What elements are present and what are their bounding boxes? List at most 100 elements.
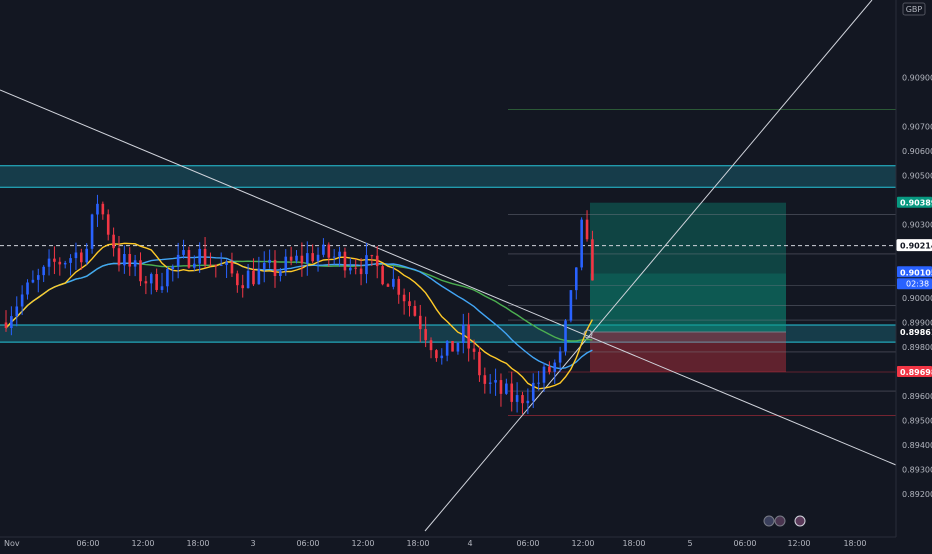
price-label-badge bbox=[897, 196, 932, 208]
price-tick-label: 0.89300 bbox=[902, 466, 932, 475]
candle-body bbox=[397, 278, 401, 295]
candle bbox=[381, 264, 384, 286]
candle-body bbox=[375, 255, 379, 267]
avatar-icon[interactable] bbox=[794, 515, 806, 527]
candle-body bbox=[10, 316, 13, 329]
price-label-badge bbox=[897, 266, 932, 278]
candle bbox=[214, 264, 218, 278]
candle bbox=[182, 239, 185, 259]
candle-body bbox=[128, 253, 132, 267]
candle bbox=[494, 368, 497, 396]
candle-body bbox=[209, 264, 212, 266]
price-axis[interactable]: GBP 0.89200 0.89300 0.89400 0.89500 0.89600 0.… bbox=[895, 0, 932, 537]
candle bbox=[375, 245, 379, 279]
candle bbox=[262, 251, 266, 283]
candle-body bbox=[279, 271, 282, 276]
candle-body bbox=[424, 329, 427, 341]
candle bbox=[478, 346, 481, 382]
candle-body bbox=[90, 214, 94, 249]
candle bbox=[36, 268, 40, 293]
price-label-text: 0.90389 bbox=[900, 199, 932, 208]
price-tick-label: 0.90300 bbox=[902, 221, 932, 230]
candle-body bbox=[117, 248, 121, 266]
time-tick-label: 06:00 bbox=[516, 539, 539, 548]
candle bbox=[435, 349, 438, 362]
time-tick-label: 06:00 bbox=[733, 539, 756, 548]
time-tick-label: 12:00 bbox=[571, 539, 594, 548]
candle bbox=[499, 373, 503, 407]
candle bbox=[80, 248, 83, 270]
candle-body bbox=[510, 383, 514, 402]
candle-body bbox=[300, 255, 304, 264]
level-lines-layer bbox=[0, 109, 896, 416]
candle-body bbox=[537, 382, 540, 384]
candle bbox=[472, 339, 476, 360]
candle bbox=[526, 388, 530, 414]
avatar-icon[interactable] bbox=[774, 515, 786, 527]
candle bbox=[558, 346, 562, 372]
candle-body bbox=[548, 366, 551, 372]
candle-body bbox=[58, 261, 62, 265]
candle-body bbox=[569, 290, 573, 321]
candle-body bbox=[316, 254, 320, 262]
time-tick-label: 3 bbox=[250, 539, 255, 548]
price-tick-label: 0.89500 bbox=[902, 417, 932, 426]
currency-button[interactable] bbox=[902, 2, 926, 16]
candle bbox=[365, 242, 368, 284]
candle-body bbox=[526, 400, 530, 404]
candle bbox=[580, 217, 583, 271]
candle-body bbox=[413, 306, 417, 316]
candle-body bbox=[483, 375, 487, 384]
candle bbox=[332, 249, 336, 265]
position-tool[interactable] bbox=[590, 202, 786, 372]
candle-body bbox=[440, 355, 444, 359]
candle bbox=[424, 316, 427, 348]
ascending-trendline[interactable] bbox=[424, 0, 873, 532]
candle-body bbox=[166, 269, 169, 287]
candle-body bbox=[467, 324, 470, 349]
candle bbox=[585, 210, 589, 242]
candle-body bbox=[80, 252, 83, 263]
candle-body bbox=[343, 251, 347, 271]
candle bbox=[456, 341, 460, 355]
candle-body bbox=[322, 244, 325, 255]
candle bbox=[505, 378, 508, 395]
candle-body bbox=[112, 234, 115, 249]
candle-body bbox=[106, 214, 110, 235]
candle bbox=[402, 288, 406, 315]
candle bbox=[440, 348, 444, 365]
currency-label: GBP bbox=[906, 5, 923, 14]
candle bbox=[236, 270, 239, 293]
ma-yellow bbox=[5, 242, 594, 390]
candle-body bbox=[203, 248, 207, 265]
candles-layer bbox=[4, 194, 594, 414]
candle bbox=[289, 246, 293, 266]
candle bbox=[322, 238, 325, 258]
candle bbox=[413, 300, 417, 317]
candle bbox=[311, 244, 314, 264]
candle-body bbox=[354, 267, 357, 269]
candle bbox=[171, 264, 175, 282]
candle-body bbox=[499, 380, 503, 394]
candle-body bbox=[36, 275, 40, 280]
price-tick-label: 0.89200 bbox=[902, 490, 932, 499]
candle-body bbox=[42, 266, 45, 276]
candle bbox=[128, 247, 132, 276]
candle-body bbox=[176, 254, 180, 267]
price-label-badge bbox=[897, 365, 932, 377]
candle bbox=[553, 359, 557, 385]
profit-zone[interactable] bbox=[590, 202, 786, 333]
time-axis[interactable]: Nov 06:00 12:00 18:00 3 06:00 12:00 18:00 4 06:00… bbox=[0, 536, 896, 548]
candle bbox=[542, 362, 546, 392]
avatar-icon[interactable] bbox=[763, 515, 775, 527]
candle-body bbox=[198, 248, 201, 264]
descending-trendline[interactable] bbox=[0, 89, 897, 466]
candle-body bbox=[580, 219, 583, 268]
candle bbox=[225, 259, 228, 278]
candle bbox=[574, 267, 578, 300]
candle-body bbox=[155, 274, 158, 290]
candle-body bbox=[289, 256, 293, 261]
candle bbox=[123, 245, 126, 274]
